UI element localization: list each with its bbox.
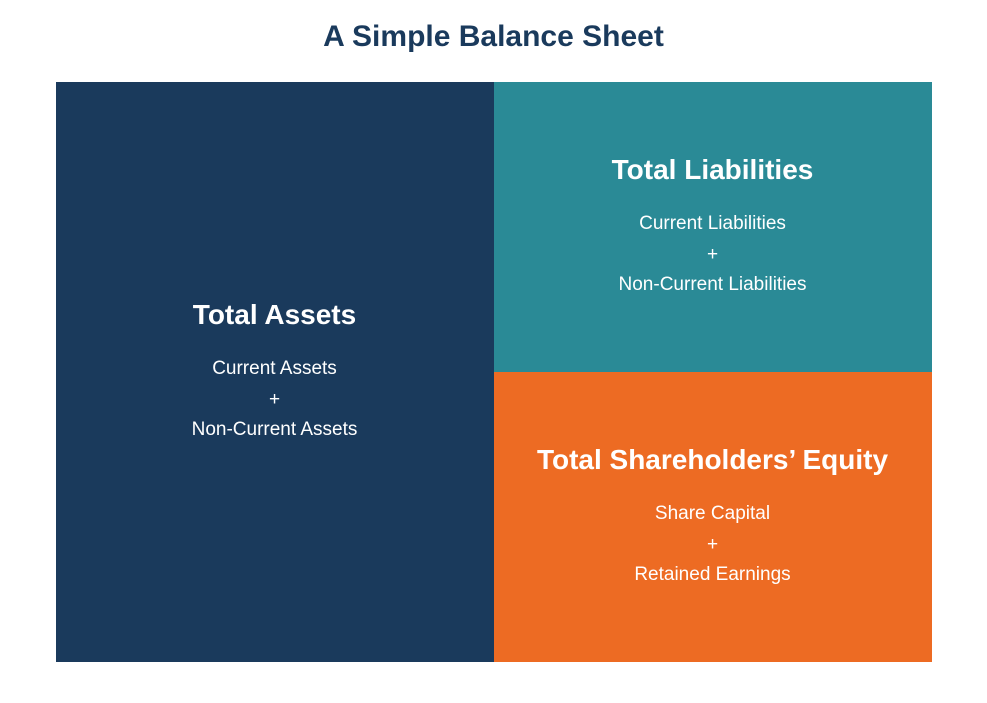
- assets-heading: Total Assets: [193, 299, 356, 331]
- assets-column: Total Assets Current Assets + Non-Curren…: [56, 82, 494, 662]
- liabilities-equity-column: Total Liabilities Current Liabilities + …: [494, 82, 932, 662]
- plus-symbol: +: [192, 386, 358, 415]
- equity-line1: Share Capital: [655, 503, 770, 524]
- plus-symbol: +: [619, 241, 807, 270]
- assets-line2: Non-Current Assets: [192, 419, 358, 440]
- page-title: A Simple Balance Sheet: [323, 20, 664, 54]
- liabilities-line1: Current Liabilities: [639, 213, 786, 234]
- liabilities-panel: Total Liabilities Current Liabilities + …: [494, 82, 932, 372]
- assets-formula: Current Assets + Non-Current Assets: [192, 355, 358, 445]
- assets-panel: Total Assets Current Assets + Non-Curren…: [56, 82, 494, 662]
- plus-symbol: +: [634, 531, 790, 560]
- assets-line1: Current Assets: [212, 358, 337, 379]
- equity-formula: Share Capital + Retained Earnings: [634, 500, 790, 590]
- equity-heading: Total Shareholders’ Equity: [537, 444, 888, 476]
- liabilities-line2: Non-Current Liabilities: [619, 274, 807, 295]
- equity-line2: Retained Earnings: [634, 564, 790, 585]
- liabilities-heading: Total Liabilities: [612, 154, 814, 186]
- liabilities-formula: Current Liabilities + Non-Current Liabil…: [619, 210, 807, 300]
- equity-panel: Total Shareholders’ Equity Share Capital…: [494, 372, 932, 662]
- balance-sheet-diagram: Total Assets Current Assets + Non-Curren…: [56, 82, 932, 662]
